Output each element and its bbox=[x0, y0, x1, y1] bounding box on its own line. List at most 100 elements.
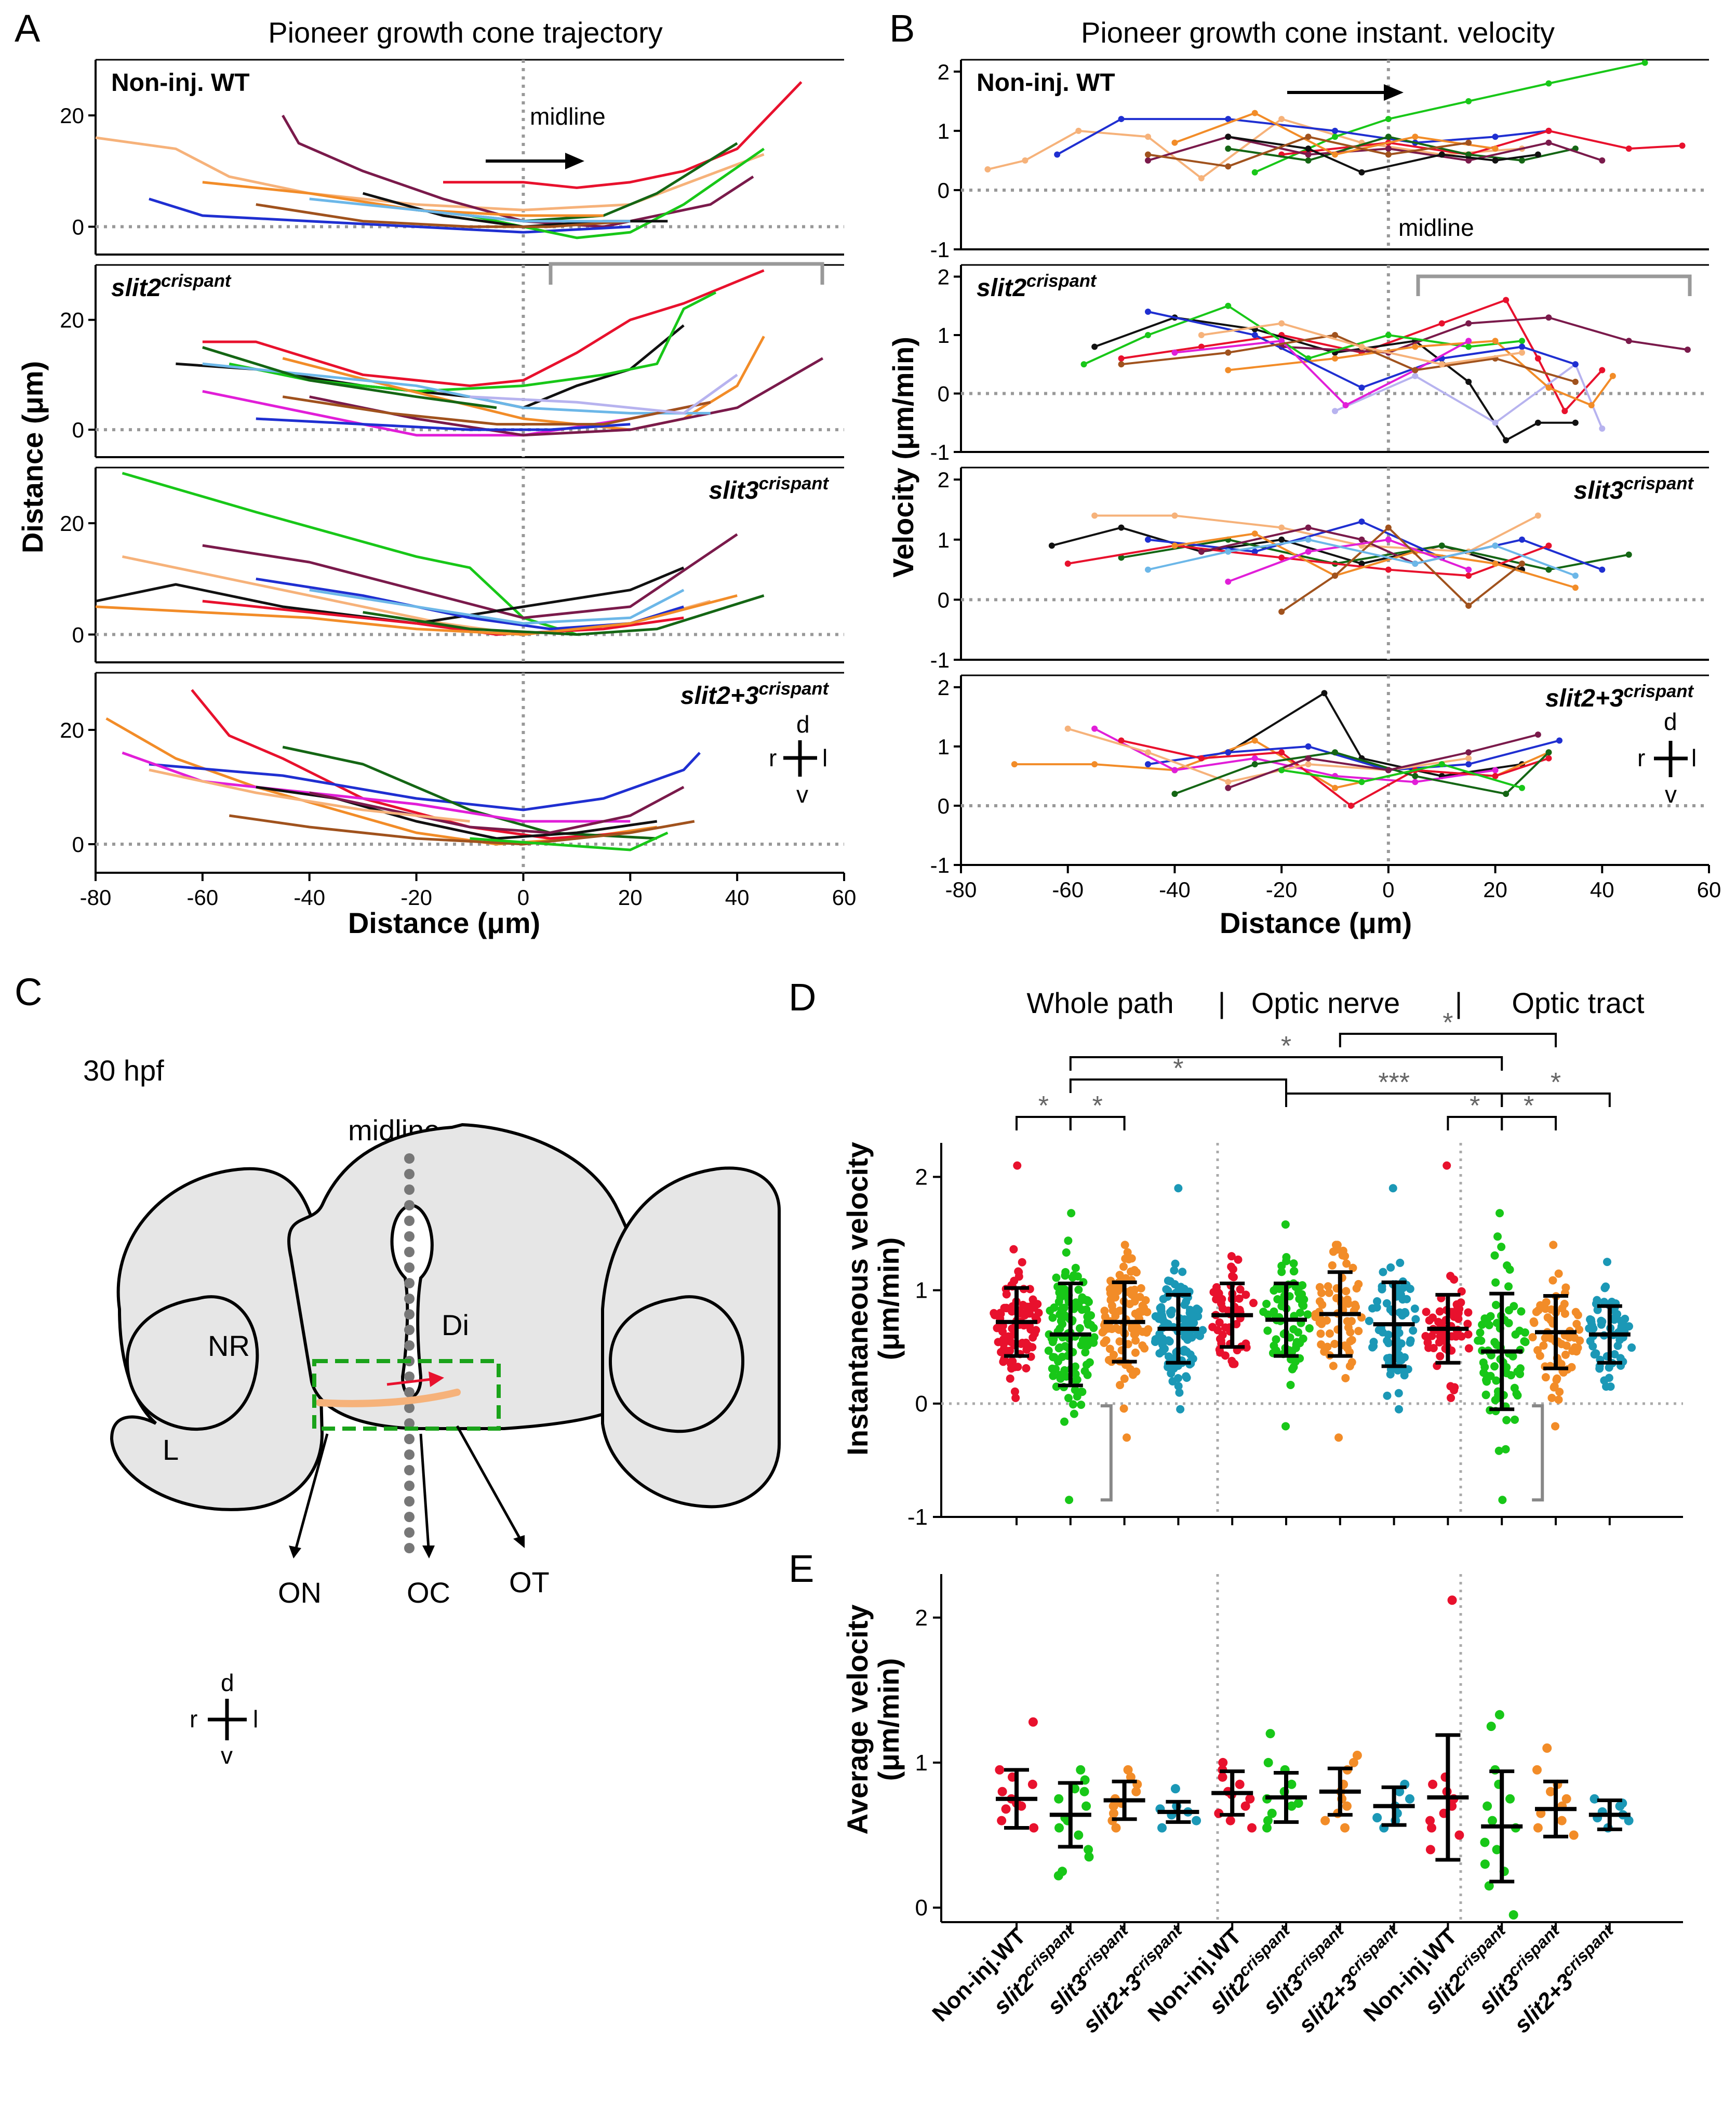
d-data-point bbox=[1123, 1248, 1132, 1257]
d-data-point bbox=[1010, 1387, 1019, 1396]
d-data-point bbox=[1170, 1280, 1179, 1289]
d-data-point bbox=[1616, 1354, 1625, 1363]
a-series-line-2-8 bbox=[309, 589, 685, 625]
d-data-point bbox=[1383, 1391, 1392, 1400]
d-data-point bbox=[1554, 1269, 1563, 1278]
d-data-point bbox=[1493, 1232, 1502, 1241]
d-data-point bbox=[1495, 1209, 1504, 1218]
b-series-point bbox=[1599, 367, 1606, 374]
panel-b-orientation-compass: d v r l bbox=[1637, 708, 1697, 808]
b-row-label-3-base: slit2+3 bbox=[1545, 685, 1624, 712]
e-data-point bbox=[1425, 1845, 1435, 1855]
d-significance-bracket bbox=[1069, 1056, 1503, 1071]
e-data-point bbox=[1505, 1794, 1515, 1804]
section-optic-nerve: Optic nerve bbox=[1251, 987, 1400, 1019]
d-data-point bbox=[1241, 1290, 1250, 1299]
b-xtick-label: -80 bbox=[945, 877, 977, 902]
b-series-point bbox=[1599, 157, 1606, 164]
section-divider-2: | bbox=[1455, 987, 1463, 1019]
b-series-point bbox=[1278, 116, 1285, 123]
d-data-point bbox=[1282, 1253, 1291, 1262]
e-ytick-label: 1 bbox=[915, 1750, 928, 1776]
b-series-point bbox=[1342, 402, 1349, 408]
d-data-point bbox=[1227, 1252, 1236, 1261]
d-data-point bbox=[1610, 1306, 1619, 1315]
oc-pointer bbox=[419, 1433, 430, 1549]
b-series-point bbox=[1091, 512, 1098, 519]
d-data-point bbox=[1296, 1309, 1304, 1317]
b-series-point bbox=[1278, 554, 1285, 561]
b-series-point bbox=[1251, 548, 1258, 555]
d-data-point bbox=[1341, 1251, 1350, 1260]
b-series-point bbox=[1572, 572, 1579, 579]
d-data-point bbox=[1236, 1285, 1245, 1294]
d-data-point bbox=[1567, 1363, 1576, 1371]
b-series-point bbox=[1048, 542, 1055, 549]
b-series-point bbox=[1545, 542, 1552, 549]
d-data-point bbox=[1476, 1328, 1485, 1337]
a-series-line-2-3 bbox=[95, 566, 685, 625]
b-series-point bbox=[1225, 116, 1232, 123]
d-data-point bbox=[1055, 1343, 1064, 1352]
d-data-point bbox=[1610, 1315, 1619, 1324]
b-series-point bbox=[1225, 349, 1232, 356]
b-series-point bbox=[1278, 608, 1285, 615]
d-data-point bbox=[1073, 1392, 1081, 1401]
b-series-point bbox=[1145, 332, 1151, 338]
d-data-point bbox=[1427, 1331, 1436, 1340]
d-data-point bbox=[1464, 1330, 1473, 1339]
b-series-point bbox=[1278, 536, 1285, 543]
b-series-point bbox=[1278, 749, 1285, 756]
d-data-point bbox=[1316, 1329, 1325, 1338]
a-series-line-1-9 bbox=[470, 374, 738, 415]
b-series-line-0-1 bbox=[1254, 61, 1645, 174]
b-ytick-label: 2 bbox=[938, 675, 950, 700]
b-series-point bbox=[1011, 761, 1018, 768]
neural-retina-label: NR bbox=[208, 1329, 250, 1362]
optic-nerve-label: ON bbox=[278, 1576, 322, 1609]
b-series-point bbox=[1332, 572, 1338, 579]
b-series-point bbox=[1145, 309, 1151, 315]
b-series-point bbox=[1679, 142, 1686, 149]
b-row-label-0: Non-inj. WT bbox=[977, 69, 1115, 97]
d-data-point bbox=[1115, 1337, 1124, 1346]
b-series-point bbox=[1438, 320, 1445, 327]
b-series-point bbox=[1118, 737, 1125, 744]
d-data-point bbox=[1342, 1259, 1351, 1268]
d-data-point bbox=[1378, 1328, 1387, 1337]
a-series-line-3-2 bbox=[149, 752, 701, 811]
d-data-point bbox=[1121, 1254, 1130, 1263]
d-data-point bbox=[1270, 1286, 1278, 1295]
a-row-label-1-base: slit2 bbox=[111, 274, 161, 302]
b-series-point bbox=[1225, 145, 1232, 152]
d-data-point bbox=[1075, 1324, 1084, 1333]
e-ytick-label: 0 bbox=[915, 1895, 928, 1921]
b-series-point bbox=[1118, 355, 1125, 362]
group-label-sup: crispant bbox=[1127, 1921, 1186, 1980]
b-row-label-3-sup: crispant bbox=[1624, 682, 1694, 701]
b-series-point bbox=[1492, 134, 1499, 140]
d-data-point bbox=[1424, 1343, 1433, 1352]
d-data-point bbox=[1565, 1333, 1574, 1342]
d-ytick-label: -1 bbox=[907, 1504, 928, 1530]
b-ytick-label: 2 bbox=[938, 468, 950, 492]
d-data-point bbox=[1603, 1258, 1611, 1267]
b-series-point bbox=[1545, 384, 1552, 391]
e-data-point bbox=[1131, 1787, 1141, 1796]
a-row-label-2: slit3crispant bbox=[709, 474, 830, 504]
d-data-point bbox=[1511, 1415, 1519, 1424]
a-series-line-2-0 bbox=[122, 472, 578, 636]
e-data-point bbox=[1123, 1765, 1133, 1775]
svg-text:r: r bbox=[1637, 744, 1645, 771]
d-data-point bbox=[1354, 1327, 1363, 1336]
panel-a-xlabel: Distance (μm) bbox=[348, 907, 540, 939]
d-data-point bbox=[1090, 1333, 1099, 1342]
b-series-point bbox=[1625, 551, 1632, 558]
d-data-point bbox=[1588, 1342, 1597, 1351]
e-data-point bbox=[1483, 1801, 1492, 1811]
b-row-label-1-base: slit2 bbox=[977, 274, 1026, 302]
d-data-point bbox=[1490, 1362, 1499, 1371]
b-series-point bbox=[1385, 134, 1392, 140]
